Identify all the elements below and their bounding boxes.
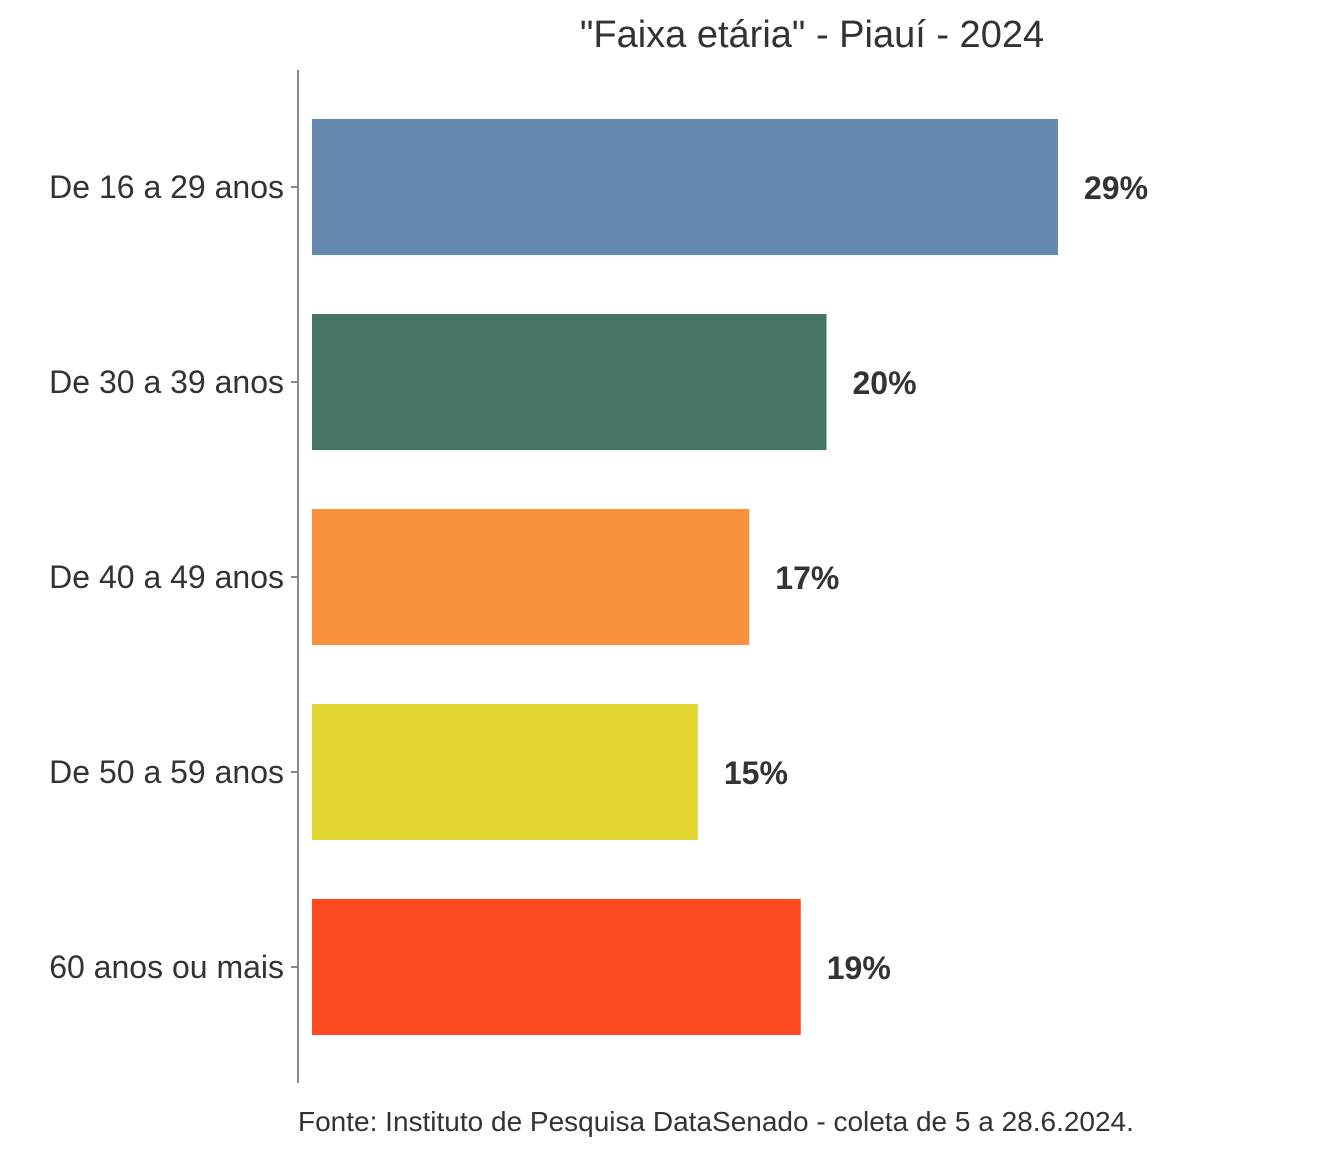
- bar-value-label: 17%: [775, 560, 839, 596]
- y-tick-label: De 50 a 59 anos: [49, 754, 284, 790]
- bar: [312, 119, 1058, 255]
- bar: [312, 509, 750, 645]
- bar-value-label: 20%: [852, 365, 916, 401]
- bar: [312, 704, 698, 840]
- y-tick-label: De 30 a 39 anos: [49, 364, 284, 400]
- bar: [312, 314, 827, 450]
- bar-value-label: 19%: [827, 950, 891, 986]
- bar: [312, 899, 801, 1035]
- source-caption: Fonte: Instituto de Pesquisa DataSenado …: [298, 1106, 1134, 1137]
- y-tick-label: De 16 a 29 anos: [49, 169, 284, 205]
- y-tick-label: 60 anos ou mais: [49, 949, 284, 985]
- bar-value-label: 15%: [724, 755, 788, 791]
- bars-group: De 16 a 29 anos 29% De 30 a 39 anos 20% De 4…: [49, 119, 1148, 1035]
- chart-title: "Faixa etária" - Piauí - 2024: [580, 14, 1044, 56]
- bar-value-label: 29%: [1084, 170, 1148, 206]
- y-tick-label: De 40 a 49 anos: [49, 559, 284, 595]
